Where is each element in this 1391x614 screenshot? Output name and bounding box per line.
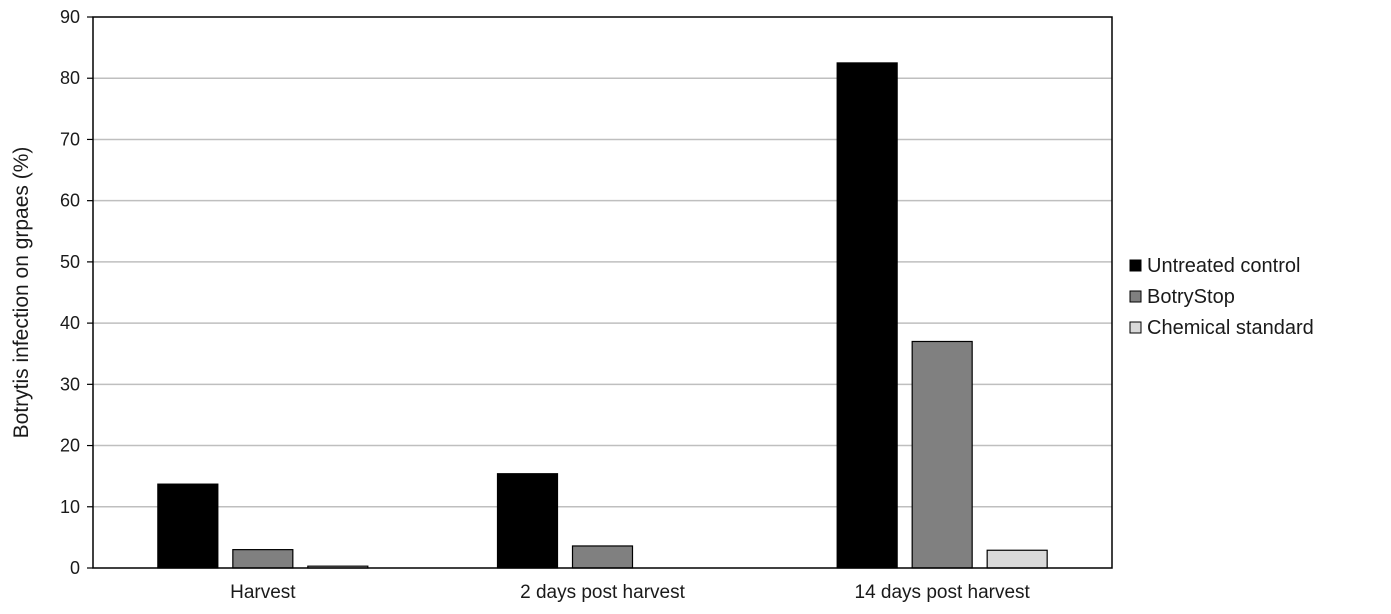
y-tick-labels: 0 10 20 30 40 50 60 70 80 90 — [60, 7, 93, 578]
bar-untreated-control-2 — [836, 62, 898, 569]
bar-untreated-control-0 — [157, 483, 219, 569]
legend-swatch — [1129, 259, 1142, 272]
y-tick-label: 50 — [60, 252, 80, 272]
y-tick-label: 40 — [60, 313, 80, 333]
y-tick-label: 70 — [60, 129, 80, 149]
y-tick-label: 30 — [60, 374, 80, 394]
legend-swatch — [1129, 290, 1142, 303]
legend-swatch — [1129, 321, 1142, 334]
bar-botrystop-1 — [571, 545, 634, 569]
x-category-label: 14 days post harvest — [855, 582, 1031, 603]
legend-label: Chemical standard — [1147, 317, 1314, 339]
plot-frame — [92, 16, 1113, 569]
gridlines — [93, 77, 1112, 508]
legend-label: BotryStop — [1147, 286, 1235, 308]
bars — [157, 62, 1048, 569]
y-tick-label: 10 — [60, 497, 80, 517]
axes — [92, 16, 1113, 569]
bar-botrystop-0 — [232, 549, 294, 569]
x-category-label: 2 days post harvest — [520, 582, 685, 603]
y-tick-label: 0 — [70, 558, 80, 578]
x-category-labels: Harvest 2 days post harvest 14 days post h… — [230, 582, 1030, 603]
y-axis-title: Botrytis infection on grpaes (%) — [10, 147, 33, 439]
y-tick-label: 80 — [60, 68, 80, 88]
bar-botrystop-2 — [911, 340, 973, 569]
y-tick-label: 20 — [60, 436, 80, 456]
y-tick-label: 90 — [60, 7, 80, 27]
y-tick-label: 60 — [60, 191, 80, 211]
legend-label: Untreated control — [1147, 255, 1300, 277]
bar-chemical-standard-2 — [986, 549, 1048, 569]
x-category-label: Harvest — [230, 582, 296, 603]
legend: Untreated control BotryStop Chemical stand… — [1129, 255, 1314, 339]
bar-untreated-control-1 — [496, 473, 559, 569]
